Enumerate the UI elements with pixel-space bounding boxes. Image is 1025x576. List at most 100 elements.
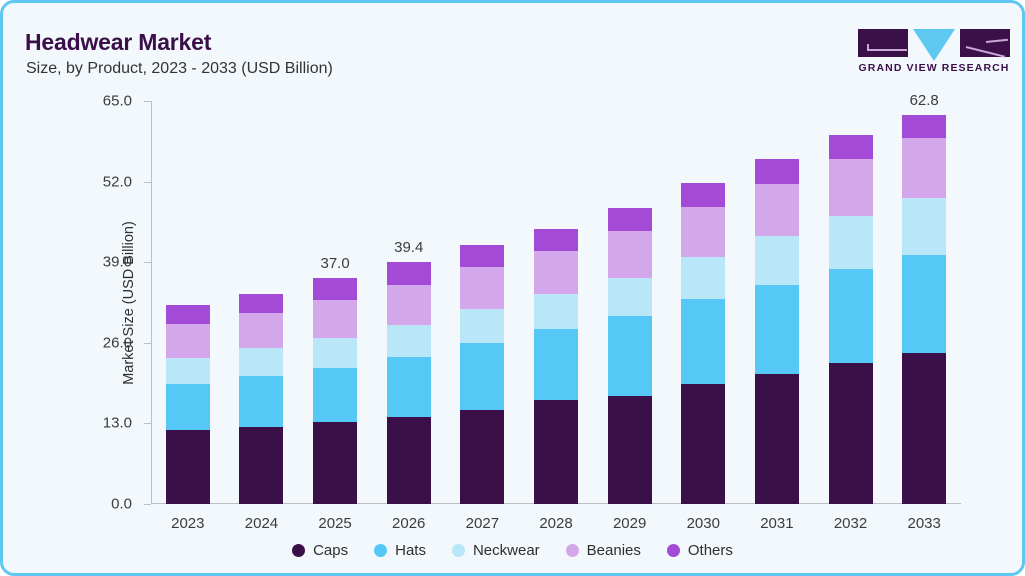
bar-segment-hats[interactable] xyxy=(386,357,431,418)
bar-segment-beanies[interactable] xyxy=(386,284,431,325)
logo-wordmark: GRAND VIEW RESEARCH xyxy=(858,62,1010,74)
bar-stack[interactable]: 39.4 2026 xyxy=(386,239,431,532)
page-title: Headwear Market xyxy=(25,29,212,55)
chart-header: Headwear Market Size, by Product, 2023 -… xyxy=(3,3,1022,95)
bar-segment-hats[interactable] xyxy=(607,315,652,396)
legend-swatch-icon xyxy=(292,544,306,557)
bar-stack[interactable]: 2028 xyxy=(534,229,578,532)
bar-value-label: 39.4 xyxy=(394,239,424,257)
bar-segment-hats[interactable] xyxy=(165,384,210,431)
bar-segment-hats[interactable] xyxy=(902,254,947,353)
bar-segment-caps[interactable] xyxy=(239,426,284,504)
bar-segment-caps[interactable] xyxy=(165,430,210,504)
y-axis-tick: 39.0 xyxy=(103,254,151,271)
chart-plot-area: Market Size (USD Billion) 0.0 13.0 26.0 39.… xyxy=(103,92,961,532)
bar-segment-hats[interactable] xyxy=(460,342,505,410)
y-axis-tick: 52.0 xyxy=(103,173,151,190)
y-axis-tick-label: 65.0 xyxy=(102,92,132,110)
bar-segment-neckwear[interactable] xyxy=(828,215,873,270)
bar-segment-hats[interactable] xyxy=(239,376,284,427)
y-axis-tick: 0.0 xyxy=(111,496,151,513)
bar-segment-caps[interactable] xyxy=(386,417,431,504)
bar-segment-others[interactable] xyxy=(165,305,210,324)
legend-label: Beanies xyxy=(586,542,641,559)
logo-g-bar xyxy=(867,49,907,51)
logo-marks xyxy=(858,29,1010,61)
y-axis-tick-label: 0.0 xyxy=(111,495,132,513)
bar-value-label: 62.8 xyxy=(909,91,939,109)
bar-segment-others[interactable] xyxy=(607,207,652,232)
bar-segment-neckwear[interactable] xyxy=(902,197,947,255)
y-axis-tick-label: 13.0 xyxy=(102,414,132,432)
bar-segment-beanies[interactable] xyxy=(681,207,726,257)
bar-segment-caps[interactable] xyxy=(754,373,799,504)
bar-segment-caps[interactable] xyxy=(460,409,505,504)
bar-segment-others[interactable] xyxy=(460,244,505,267)
bar-segment-hats[interactable] xyxy=(754,284,799,374)
legend-item-neckwear[interactable]: Neckwear xyxy=(451,542,540,559)
bar-stack[interactable]: 2027 xyxy=(460,244,505,532)
bar-segment-neckwear[interactable] xyxy=(534,293,578,329)
bar-segment-others[interactable] xyxy=(239,293,284,314)
bar-segment-neckwear[interactable] xyxy=(607,277,652,316)
bar-segment-others[interactable] xyxy=(534,229,578,252)
y-axis-tick: 13.0 xyxy=(103,415,151,432)
bar-segment-others[interactable] xyxy=(386,262,431,285)
x-axis-tick-label: 2032 xyxy=(833,515,868,532)
x-axis-tick-label: 2026 xyxy=(392,515,426,532)
bar-segment-beanies[interactable] xyxy=(902,138,947,198)
bar-segment-beanies[interactable] xyxy=(754,183,799,237)
y-axis-title: Market Size (USD Billion) xyxy=(120,220,137,385)
legend-label: Caps xyxy=(313,542,349,559)
bar-segment-caps[interactable] xyxy=(902,352,947,504)
logo-r-arm xyxy=(985,38,1008,43)
bar-segment-caps[interactable] xyxy=(534,400,578,504)
legend-swatch-icon xyxy=(565,544,579,557)
legend-item-caps[interactable]: Caps xyxy=(292,542,348,559)
bar-segment-neckwear[interactable] xyxy=(681,256,726,300)
bar-segment-others[interactable] xyxy=(754,158,799,184)
bar-segment-hats[interactable] xyxy=(534,328,578,401)
y-axis-tick-label: 52.0 xyxy=(102,173,132,191)
bar-segment-hats[interactable] xyxy=(313,368,358,423)
bar-segment-beanies[interactable] xyxy=(828,158,873,216)
x-axis-tick-label: 2027 xyxy=(465,515,500,532)
bar-segment-caps[interactable] xyxy=(313,422,358,504)
bar-stack[interactable]: 2024 xyxy=(239,293,284,532)
bar-segment-others[interactable] xyxy=(313,278,358,301)
bar-stack[interactable]: 2031 xyxy=(754,158,799,532)
bar-segment-hats[interactable] xyxy=(828,269,873,363)
bar-segment-beanies[interactable] xyxy=(534,251,578,294)
bar-segment-beanies[interactable] xyxy=(239,313,284,349)
bar-segment-beanies[interactable] xyxy=(313,300,358,338)
y-axis-tick-label: 26.0 xyxy=(102,334,132,352)
bar-segment-caps[interactable] xyxy=(828,362,873,504)
bar-segment-caps[interactable] xyxy=(681,383,726,504)
bar-segment-others[interactable] xyxy=(828,134,873,159)
bar-segment-neckwear[interactable] xyxy=(754,236,799,285)
bar-segment-caps[interactable] xyxy=(607,395,652,504)
legend-item-hats[interactable]: Hats xyxy=(374,542,426,559)
bar-segment-hats[interactable] xyxy=(681,299,726,384)
bar-segment-neckwear[interactable] xyxy=(313,337,358,369)
bar-stack[interactable]: 62.8 2033 xyxy=(902,92,947,532)
bar-segment-others[interactable] xyxy=(681,182,726,208)
logo-square-g-icon xyxy=(858,29,908,57)
legend-item-beanies[interactable]: Beanies xyxy=(565,542,641,559)
bar-segment-neckwear[interactable] xyxy=(386,324,431,358)
x-axis-tick-label: 2024 xyxy=(244,515,279,532)
bar-stack[interactable]: 2023 xyxy=(165,305,210,532)
legend-swatch-icon xyxy=(666,544,680,557)
bar-segment-others[interactable] xyxy=(902,114,947,139)
bar-segment-beanies[interactable] xyxy=(607,231,652,278)
bar-stack[interactable]: 37.0 2025 xyxy=(313,255,358,532)
bar-stack[interactable]: 2032 xyxy=(828,134,873,532)
bar-stack[interactable]: 2029 xyxy=(607,207,652,532)
bar-stack[interactable]: 2030 xyxy=(681,182,726,532)
bar-segment-neckwear[interactable] xyxy=(239,348,284,377)
bar-segment-neckwear[interactable] xyxy=(165,357,210,385)
bar-segment-neckwear[interactable] xyxy=(460,308,505,343)
bar-segment-beanies[interactable] xyxy=(165,323,210,358)
legend-item-others[interactable]: Others xyxy=(666,542,733,559)
bar-segment-beanies[interactable] xyxy=(460,266,505,309)
